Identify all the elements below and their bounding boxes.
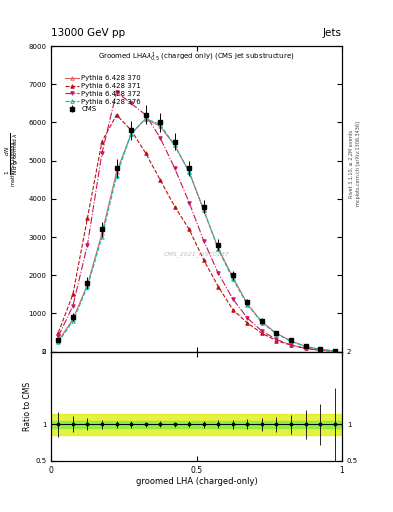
Pythia 6.428 371	[158, 177, 163, 183]
Text: 13000 GeV pp: 13000 GeV pp	[51, 28, 125, 38]
Pythia 6.428 372	[173, 165, 177, 172]
Pythia 6.428 371	[303, 346, 308, 352]
Pythia 6.428 376	[158, 121, 163, 127]
Pythia 6.428 372	[274, 336, 279, 343]
Legend: Pythia 6.428 370, Pythia 6.428 371, Pythia 6.428 372, Pythia 6.428 376, CMS: Pythia 6.428 370, Pythia 6.428 371, Pyth…	[63, 74, 143, 114]
Pythia 6.428 370	[260, 319, 264, 325]
Pythia 6.428 372	[158, 135, 163, 141]
Text: $\frac{1}{N}\frac{dN}{d\,\mathrm{groomed}\,\lambda}$: $\frac{1}{N}\frac{dN}{d\,\mathrm{groomed…	[4, 132, 21, 175]
Pythia 6.428 376	[129, 131, 134, 137]
Y-axis label: Ratio to CMS: Ratio to CMS	[23, 381, 32, 431]
Pythia 6.428 376	[202, 207, 206, 214]
Pythia 6.428 370	[85, 282, 90, 288]
Pythia 6.428 370	[318, 346, 323, 352]
Pythia 6.428 376	[303, 344, 308, 350]
Pythia 6.428 376	[289, 338, 294, 345]
Pythia 6.428 370	[187, 169, 192, 175]
Pythia 6.428 376	[114, 173, 119, 179]
Pythia 6.428 372	[85, 242, 90, 248]
Pythia 6.428 372	[216, 270, 221, 276]
Pythia 6.428 370	[158, 123, 163, 130]
Text: mathrm d lambda: mathrm d lambda	[11, 142, 16, 186]
Pythia 6.428 376	[216, 246, 221, 252]
Pythia 6.428 370	[114, 169, 119, 175]
Pythia 6.428 376	[274, 331, 279, 337]
Pythia 6.428 371	[274, 337, 279, 344]
Pythia 6.428 376	[187, 169, 192, 175]
Pythia 6.428 371	[173, 203, 177, 209]
Pythia 6.428 371	[260, 330, 264, 336]
X-axis label: groomed LHA (charged-only): groomed LHA (charged-only)	[136, 477, 257, 486]
Pythia 6.428 370	[129, 131, 134, 137]
Pythia 6.428 371	[216, 284, 221, 290]
Pythia 6.428 370	[245, 301, 250, 307]
Pythia 6.428 372	[100, 150, 105, 156]
Pythia 6.428 372	[129, 100, 134, 106]
Pythia 6.428 371	[289, 342, 294, 348]
Pythia 6.428 370	[332, 348, 337, 354]
Pythia 6.428 372	[318, 347, 323, 353]
Pythia 6.428 376	[100, 234, 105, 240]
Pythia 6.428 370	[143, 116, 148, 122]
Pythia 6.428 370	[71, 316, 75, 322]
Pythia 6.428 372	[202, 238, 206, 244]
Text: Groomed LHA$\lambda^1_{0.5}$ (charged only) (CMS jet substructure): Groomed LHA$\lambda^1_{0.5}$ (charged on…	[98, 51, 295, 64]
Pythia 6.428 371	[318, 347, 323, 353]
Pythia 6.428 372	[245, 315, 250, 321]
Pythia 6.428 372	[289, 342, 294, 348]
Pythia 6.428 376	[332, 348, 337, 354]
Pythia 6.428 371	[100, 139, 105, 145]
Pythia 6.428 376	[71, 318, 75, 324]
Pythia 6.428 376	[143, 116, 148, 122]
Pythia 6.428 370	[173, 142, 177, 148]
Pythia 6.428 370	[56, 338, 61, 344]
Pythia 6.428 372	[231, 296, 235, 302]
Pythia 6.428 372	[303, 346, 308, 352]
Pythia 6.428 370	[231, 274, 235, 280]
Text: Jets: Jets	[323, 28, 342, 38]
Pythia 6.428 376	[56, 339, 61, 345]
Pythia 6.428 371	[187, 226, 192, 232]
Line: Pythia 6.428 376: Pythia 6.428 376	[57, 117, 336, 353]
Pythia 6.428 376	[318, 347, 323, 353]
Pythia 6.428 372	[187, 200, 192, 206]
Pythia 6.428 370	[100, 230, 105, 237]
Pythia 6.428 372	[114, 89, 119, 95]
Pythia 6.428 372	[332, 348, 337, 354]
Pythia 6.428 372	[260, 328, 264, 334]
Pythia 6.428 372	[143, 112, 148, 118]
Pythia 6.428 376	[85, 284, 90, 290]
Pythia 6.428 371	[202, 257, 206, 263]
Pythia 6.428 371	[114, 112, 119, 118]
Pythia 6.428 376	[260, 319, 264, 326]
Pythia 6.428 371	[85, 215, 90, 221]
Pythia 6.428 371	[332, 348, 337, 354]
Pythia 6.428 371	[143, 150, 148, 156]
Line: Pythia 6.428 372: Pythia 6.428 372	[57, 90, 336, 353]
Pythia 6.428 372	[56, 333, 61, 339]
Line: Pythia 6.428 371: Pythia 6.428 371	[57, 113, 336, 353]
Pythia 6.428 372	[71, 303, 75, 309]
Pythia 6.428 370	[216, 245, 221, 251]
Pythia 6.428 371	[231, 307, 235, 313]
Pythia 6.428 376	[173, 142, 177, 148]
Pythia 6.428 370	[202, 207, 206, 214]
Pythia 6.428 371	[129, 127, 134, 133]
Pythia 6.428 371	[245, 320, 250, 326]
Pythia 6.428 376	[245, 302, 250, 308]
Pythia 6.428 376	[231, 276, 235, 282]
Text: mcplots.cern.ch [arXiv:1306.3436]: mcplots.cern.ch [arXiv:1306.3436]	[356, 121, 361, 206]
Text: Rivet 3.1.10, ≥ 2.2M events: Rivet 3.1.10, ≥ 2.2M events	[349, 130, 354, 198]
Pythia 6.428 370	[274, 330, 279, 336]
Pythia 6.428 370	[289, 338, 294, 344]
Line: Pythia 6.428 370: Pythia 6.428 370	[57, 117, 336, 353]
Pythia 6.428 371	[56, 330, 61, 336]
Text: CMS_2021_I1920187: CMS_2021_I1920187	[163, 251, 230, 257]
Pythia 6.428 371	[71, 291, 75, 297]
Pythia 6.428 370	[303, 343, 308, 349]
